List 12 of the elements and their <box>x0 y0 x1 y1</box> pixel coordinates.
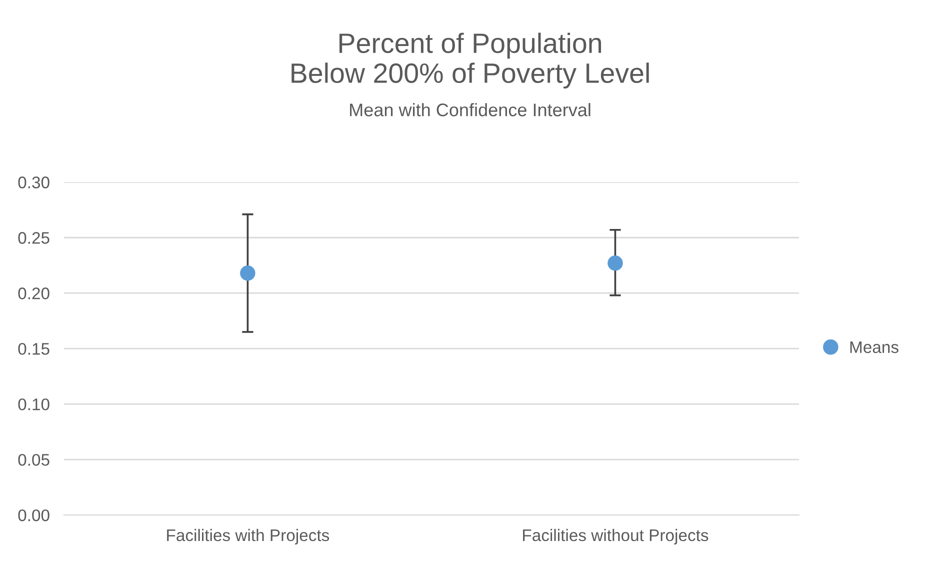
y-tick-label: 0.30 <box>18 176 50 188</box>
y-tick-label: 0.20 <box>18 288 50 300</box>
y-tick-label: 0.15 <box>18 342 50 355</box>
chart-subtitle: Mean with Confidence Interval <box>350 103 590 116</box>
x-tick-label: Facilities with Projects <box>167 528 330 544</box>
y-tick-label: 0.00 <box>18 509 50 522</box>
chart-title: Percent of Population Below 200% of Poverty Level <box>292 32 649 89</box>
y-tick-label: 0.05 <box>18 454 50 466</box>
y-tick-label: 0.10 <box>18 398 50 410</box>
legend-label: Means <box>850 341 898 354</box>
y-tick-label: 0.25 <box>18 232 50 244</box>
x-tick-label: Facilities without Projects <box>523 528 708 544</box>
